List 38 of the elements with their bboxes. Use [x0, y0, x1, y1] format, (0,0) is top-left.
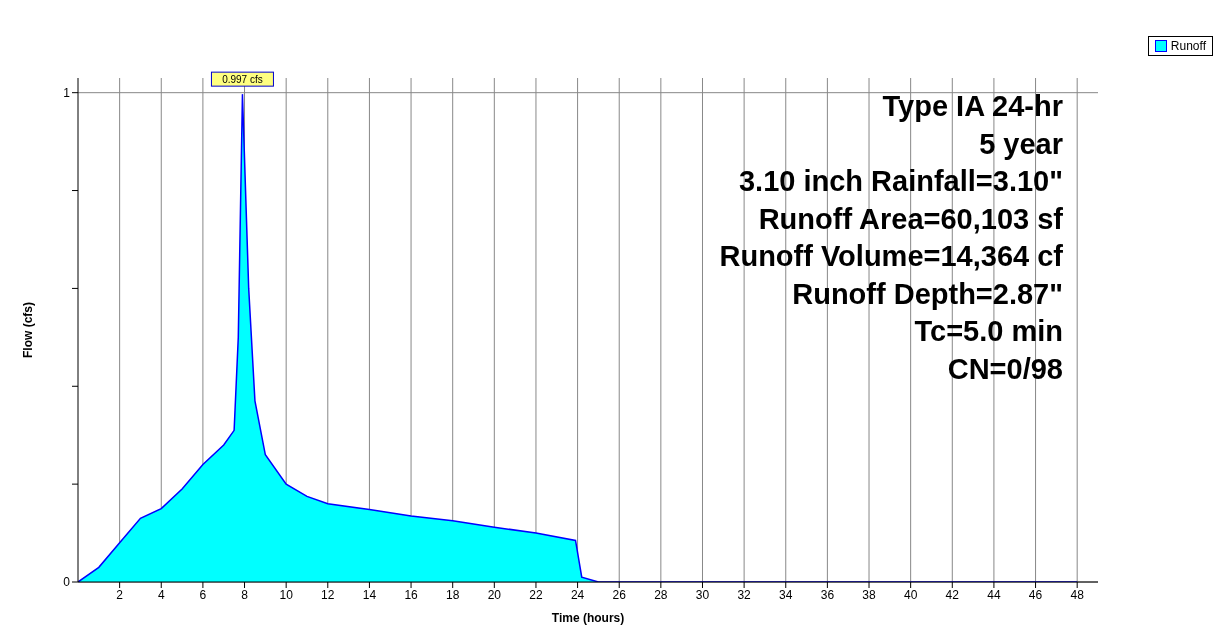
- x-tick-label: 34: [779, 587, 793, 602]
- annotation: Runoff Area=60,103 sf: [757, 201, 1063, 237]
- y-tick-label: 0: [63, 575, 71, 590]
- x-tick-label: 24: [570, 587, 585, 602]
- annotation: Tc=5.0 min: [913, 314, 1063, 349]
- x-tick-label: 20: [487, 587, 502, 602]
- annotation: Runoff Depth=2.87": [791, 276, 1063, 312]
- x-tick-label: 14: [362, 587, 377, 602]
- x-tick-label: 44: [987, 587, 1001, 602]
- annotation: CN=0/98: [946, 351, 1063, 387]
- x-tick-label: 22: [529, 587, 543, 602]
- x-tick-label: 16: [404, 587, 419, 602]
- x-tick-label: 8: [241, 587, 249, 602]
- x-tick-label: 40: [903, 587, 918, 602]
- annotation: Runoff Volume=14,364 cf: [719, 239, 1063, 274]
- annotation: 5 year: [978, 126, 1063, 162]
- y-axis-title: Flow (cfs): [21, 302, 36, 358]
- x-tick-label: 32: [737, 587, 752, 602]
- x-tick-label: 12: [321, 587, 335, 602]
- x-tick-label: 30: [695, 587, 710, 602]
- x-tick-label: 10: [279, 587, 294, 602]
- x-tick-label: 4: [157, 587, 165, 602]
- x-tick-label: 28: [654, 587, 668, 602]
- legend-label: Runoff: [1169, 39, 1206, 53]
- x-tick-label: 46: [1028, 587, 1043, 602]
- x-tick-label: 26: [612, 587, 627, 602]
- annotation: 3.10 inch Rainfall=3.10": [737, 164, 1063, 199]
- x-axis-title: Time (hours): [551, 611, 625, 625]
- x-tick-label: 42: [945, 587, 960, 602]
- y-tick-label: 1: [63, 85, 71, 100]
- x-tick-label: 48: [1070, 587, 1085, 602]
- x-tick-label: 2: [116, 587, 124, 602]
- x-tick-label: 6: [199, 587, 207, 602]
- x-tick-label: 38: [862, 587, 877, 602]
- annotation: 0.997 cfs: [222, 74, 263, 86]
- x-tick-label: 18: [446, 587, 460, 602]
- x-tick-label: 36: [820, 587, 835, 602]
- annotation: Type IA 24-hr: [881, 89, 1063, 124]
